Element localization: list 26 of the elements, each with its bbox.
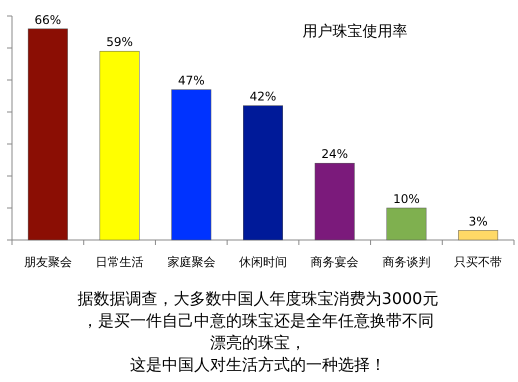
data-label: 10%: [393, 192, 420, 206]
x-tick-label: 家庭聚会: [167, 255, 216, 269]
text: 据数据调查，大多数中国人年度珠宝消费为3000元: [78, 289, 438, 308]
data-label: 3%: [468, 214, 488, 228]
x-tick-label: 商务宴会: [310, 255, 359, 269]
data-label: 47%: [178, 74, 205, 88]
bar: [100, 50, 140, 240]
x-tick-label: 只买不带: [454, 255, 502, 269]
x-tick-label: 商务谈判: [382, 255, 430, 269]
x-tick-label: 休闲时间: [239, 255, 287, 269]
data-label: 24%: [321, 147, 348, 162]
bar: [314, 162, 355, 240]
x-tick-label: 朋友聚会: [24, 255, 72, 269]
text: 漂亮的珠宝，: [210, 333, 306, 352]
bar: [171, 89, 212, 240]
bar: [28, 28, 68, 240]
text: ，是买一件自己中意的珠宝还是全年任意换带不同: [82, 311, 434, 330]
data-label: 66%: [34, 12, 62, 27]
data-label: 59%: [106, 35, 133, 50]
bar: [243, 105, 283, 240]
bar: [386, 208, 426, 240]
bar: [458, 230, 498, 240]
data-label: 42%: [250, 90, 276, 104]
text: 这是中国人对生活方式的一种选择！: [130, 355, 386, 374]
x-tick-label: 日常生活: [96, 255, 144, 269]
chart-title: 用户珠宝使用率: [302, 22, 408, 40]
